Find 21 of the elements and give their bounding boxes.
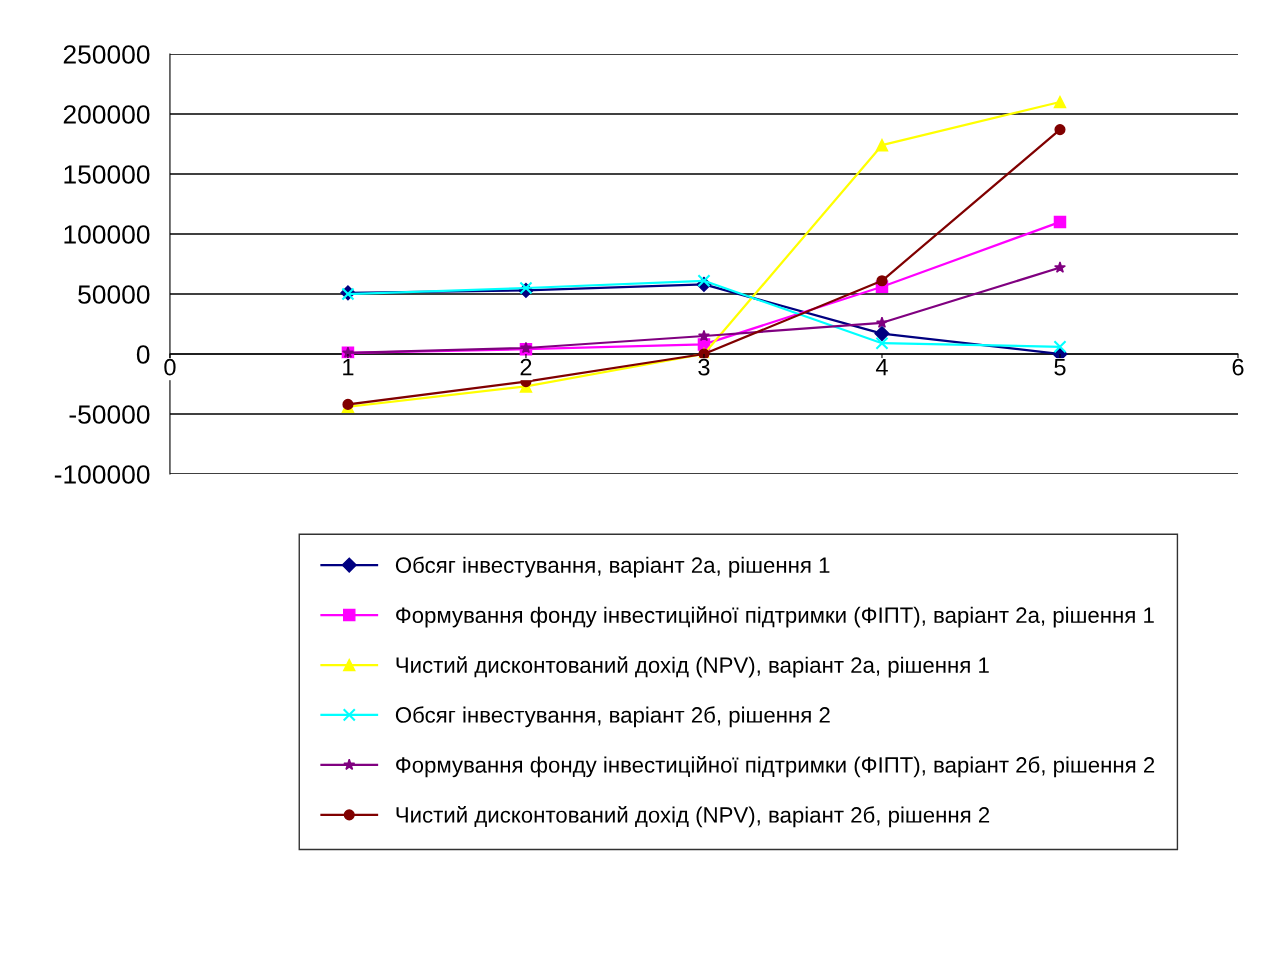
legend-label: Формування фонду інвестиційної підтримки (ФІПТ), варіант 2а, рішення 1	[396, 606, 1154, 628]
x-tick-label: 4	[875, 359, 888, 376]
y-tick-label: 50000	[78, 285, 150, 304]
y-tick-label: 0	[136, 345, 150, 364]
legend-label: Чистий дисконтований дохід (NPV), варіант 2а, рішення 1	[396, 656, 989, 678]
x-tick-label: 5	[1054, 359, 1066, 376]
legend-label: Чистий дисконтований дохід (NPV), варіант 2б, рішення 2	[396, 806, 990, 828]
x-tick-label: 1	[343, 359, 354, 376]
y-tick-label: -100000	[54, 465, 150, 484]
legend-label: Обсяг інвестування, варіант 2а, рішення 1	[395, 556, 830, 578]
y-tick-label: 250000	[63, 45, 150, 64]
y-tick-label: 100000	[64, 225, 150, 244]
x-tick-label: 3	[698, 358, 710, 376]
y-tick-label: 150000	[64, 165, 150, 184]
x-tick-label: 2	[520, 358, 532, 376]
legend-label: Формування фонду інвестиційної підтримки (ФІПТ), варіант 2б, рішення 2	[396, 756, 1155, 778]
x-tick-label: 0	[164, 358, 176, 376]
legend-label: Обсяг інвестування, варіант 2б, рішення 2	[395, 706, 830, 728]
y-tick-label: -50000	[69, 405, 150, 424]
x-tick-label: 6	[1232, 358, 1244, 376]
y-tick-label: 200000	[63, 105, 150, 124]
